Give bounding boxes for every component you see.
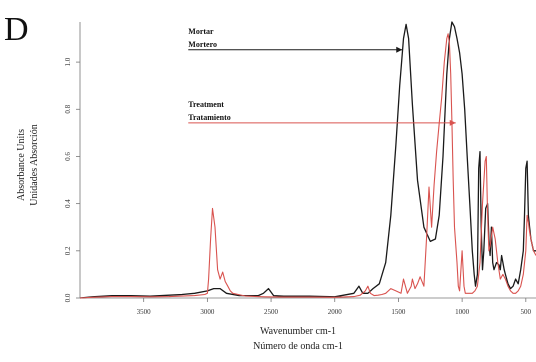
annotation-label: Mortar — [188, 27, 214, 36]
annotation-label: Mortero — [188, 40, 217, 49]
y-tick-label: 0.0 — [64, 293, 72, 302]
annotation-label: Treatment — [188, 100, 224, 109]
annotation-arrow-head — [396, 46, 403, 53]
y-axis-ticks: 0.0 0.2 0.4 0.6 0.8 1.0 — [64, 57, 80, 302]
plot-area: 3500 3000 2500 2000 1500 1000 500 0.0 0.2 0.4 0.6… — [64, 21, 536, 316]
y-tick-label: 0.8 — [64, 104, 72, 113]
x-tick-label: 3500 — [137, 308, 152, 316]
annotation-label: Tratamiento — [188, 113, 231, 122]
x-axis-ticks: 3500 3000 2500 2000 1500 1000 500 — [137, 298, 532, 316]
y-tick-label: 0.2 — [64, 246, 72, 255]
x-axis-title-es: Número de onda cm-1 — [253, 341, 343, 352]
y-tick-label: 1.0 — [64, 57, 72, 66]
x-tick-label: 3000 — [200, 308, 215, 316]
y-axis-title-es: Unidades Absorción — [29, 124, 40, 205]
x-tick-label: 1000 — [455, 308, 470, 316]
x-tick-label: 2000 — [328, 308, 343, 316]
annotation-group: Mortar Mortero Treatment Tratamiento — [188, 27, 456, 126]
x-tick-label: 500 — [521, 308, 532, 316]
series-line-treatment — [79, 33, 536, 299]
y-tick-label: 0.4 — [64, 199, 72, 208]
y-tick-label: 0.6 — [64, 152, 72, 161]
x-tick-label: 2500 — [264, 308, 279, 316]
series-group — [79, 21, 536, 299]
y-axis-title: Absorbance Units — [16, 129, 27, 201]
x-axis-title: Wavenumber cm-1 — [260, 326, 336, 337]
annotation-arrow-head — [449, 119, 456, 126]
x-tick-label: 1500 — [391, 308, 406, 316]
panel-label: D — [4, 11, 29, 48]
series-line-mortar — [79, 21, 536, 299]
